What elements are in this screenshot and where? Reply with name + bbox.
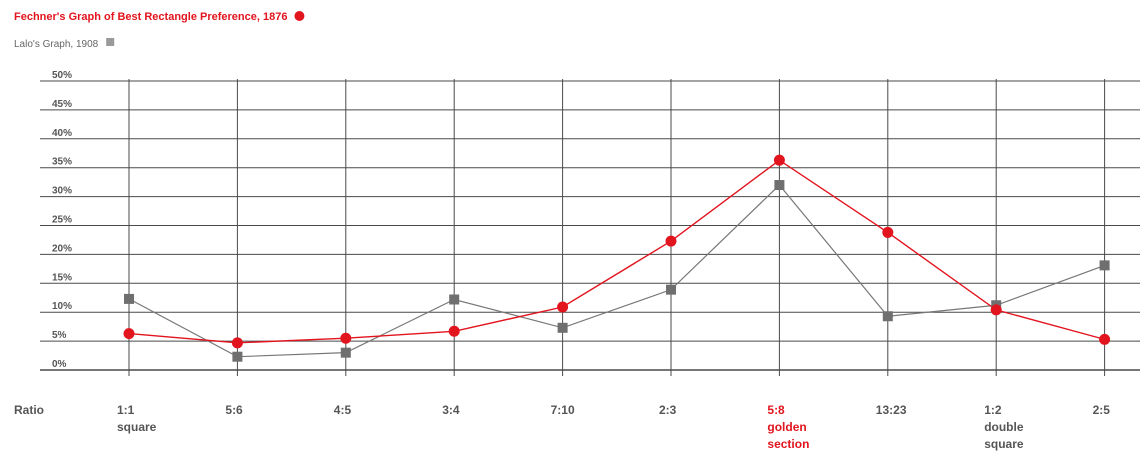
data-point-fechner: [123, 328, 135, 340]
data-point-lalo: [666, 284, 676, 295]
x-tick-sublabel: golden section: [767, 420, 809, 451]
x-tick-label: 3:4: [442, 403, 460, 417]
legend-marker-fechner: [294, 11, 305, 21]
data-point-fechner: [448, 325, 460, 337]
x-tick-label: 5:8: [767, 403, 785, 417]
data-point-fechner: [340, 332, 352, 344]
data-point-lalo: [1099, 260, 1110, 271]
x-axis-labels: Ratio 1:1 square 5:6 4:5 3:4 7:10 2:3 5:8 golden s…: [14, 403, 1110, 451]
data-point-fechner: [990, 304, 1002, 316]
y-tick-label: 30%: [52, 186, 72, 197]
y-tick-label: 5%: [52, 330, 67, 341]
data-point-fechner: [231, 337, 243, 349]
data-point-fechner: [882, 226, 894, 238]
y-tick-label: 10%: [52, 301, 72, 312]
data-point-fechner: [773, 154, 785, 166]
data-point-lalo: [774, 180, 785, 191]
y-tick-label: 20%: [52, 243, 72, 254]
y-tick-label: 15%: [52, 272, 72, 283]
y-tick-label: 45%: [52, 99, 72, 110]
x-tick-label: 2:3: [659, 403, 677, 417]
data-point-lalo: [232, 351, 243, 362]
x-tick-label: 1:2: [984, 403, 1002, 417]
data-point-fechner: [1099, 333, 1111, 345]
legend-label-lalo: Lalo's Graph, 1908: [14, 39, 99, 50]
x-axis-title: Ratio: [14, 403, 44, 417]
data-point-fechner: [557, 301, 569, 313]
x-tick-sublabel: double square: [984, 420, 1024, 451]
x-tick-label: 2:5: [1093, 403, 1111, 417]
data-point-lalo: [882, 311, 893, 322]
data-point-lalo: [449, 294, 460, 305]
x-tick-label: 1:1: [117, 403, 135, 417]
y-tick-label: 0%: [52, 359, 67, 370]
data-point-lalo: [124, 293, 134, 304]
y-tick-label: 35%: [52, 157, 72, 168]
data-point-fechner: [665, 235, 677, 247]
data-point-lalo: [557, 322, 568, 333]
y-tick-label: 50%: [52, 70, 72, 81]
legend-marker-lalo: [106, 38, 115, 46]
series-line-fechner: [128, 159, 1105, 344]
chart-markers: [123, 154, 1111, 362]
series-line-lalo: [128, 184, 1105, 358]
x-tick-sublabel: square: [117, 420, 157, 434]
chart-series-lines: [128, 159, 1105, 358]
y-tick-label: 40%: [52, 128, 72, 139]
legend: Fechner's Graph of Best Rectangle Prefer…: [14, 11, 305, 50]
chart-grid: 0% 5% 10% 15% 20% 25% 30% 35% 40% 45% 50%: [40, 70, 1140, 376]
legend-label-fechner: Fechner's Graph of Best Rectangle Prefer…: [14, 11, 287, 23]
y-tick-label: 25%: [52, 215, 72, 226]
data-point-lalo: [340, 347, 351, 358]
x-tick-label: 7:10: [551, 403, 575, 417]
x-tick-label: 4:5: [334, 403, 352, 417]
x-tick-label: 5:6: [225, 403, 243, 417]
x-tick-label: 13:23: [876, 403, 907, 417]
